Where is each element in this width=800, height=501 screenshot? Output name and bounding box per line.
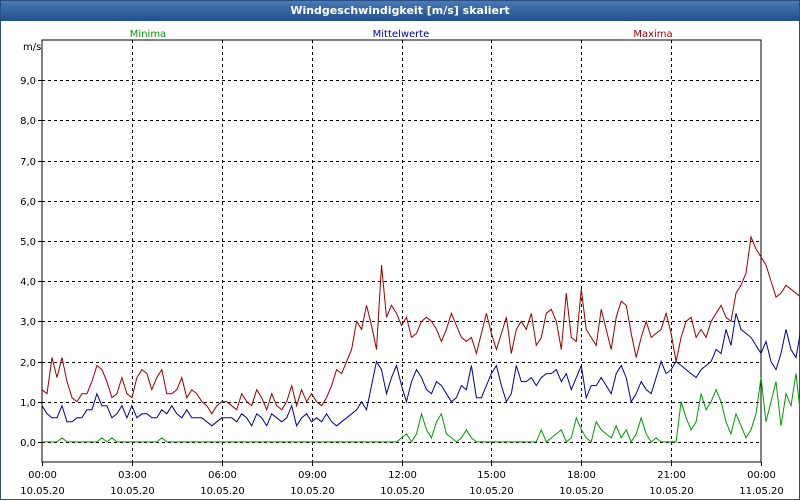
y-tick-label: 4,0 bbox=[20, 277, 36, 288]
x-tick-time-label: 12:00 bbox=[388, 470, 417, 481]
window-title: Windgeschwindigkeit [m/s] skaliert bbox=[1, 1, 799, 21]
x-tick-time-label: 18:00 bbox=[567, 470, 596, 481]
y-tick-label: 1,0 bbox=[20, 398, 36, 409]
y-tick-label: 0,0 bbox=[20, 438, 36, 449]
legend-entry-minima: Minima bbox=[130, 29, 166, 40]
x-tick-time-label: 15:00 bbox=[477, 470, 506, 481]
x-tick-date-label: 11.05.20 bbox=[739, 486, 784, 497]
plot-frame bbox=[41, 39, 762, 463]
series-line-mittelwerte bbox=[41, 313, 800, 428]
x-tick-time-label: 21:00 bbox=[657, 470, 686, 481]
x-tick-date-label: 10.05.20 bbox=[110, 486, 155, 497]
y-tick-label: 3,0 bbox=[20, 317, 36, 328]
y-tick-label: 2,0 bbox=[20, 358, 36, 369]
x-tick-time-label: 09:00 bbox=[298, 470, 327, 481]
y-tick-label: 5,0 bbox=[20, 237, 36, 248]
x-tick-time-label: 00:00 bbox=[28, 470, 57, 481]
legend-entry-maxima: Maxima bbox=[633, 29, 672, 40]
y-tick-label: 8,0 bbox=[20, 116, 36, 127]
legend-entry-mittelwerte: Mittelwerte bbox=[373, 29, 430, 40]
y-tick-label: 7,0 bbox=[20, 157, 36, 168]
x-tick-time-label: 06:00 bbox=[208, 470, 237, 481]
y-axis-unit-label: m/s bbox=[23, 42, 41, 53]
x-tick-date-label: 10.05.20 bbox=[380, 486, 425, 497]
series-line-maxima bbox=[41, 235, 800, 415]
x-tick-date-label: 10.05.20 bbox=[649, 486, 694, 497]
series-line-minima bbox=[42, 373, 800, 443]
x-tick-date-label: 10.05.20 bbox=[20, 486, 65, 497]
y-tick-label: 6,0 bbox=[20, 197, 36, 208]
x-tick-time-label: 03:00 bbox=[118, 470, 147, 481]
x-tick-date-label: 10.05.20 bbox=[559, 486, 604, 497]
x-tick-date-label: 10.05.20 bbox=[290, 486, 335, 497]
x-tick-date-label: 10.05.20 bbox=[469, 486, 514, 497]
y-tick-label: 9,0 bbox=[20, 76, 36, 87]
x-tick-date-label: 10.05.20 bbox=[200, 486, 245, 497]
x-tick-time-label: 00:00 bbox=[747, 470, 776, 481]
